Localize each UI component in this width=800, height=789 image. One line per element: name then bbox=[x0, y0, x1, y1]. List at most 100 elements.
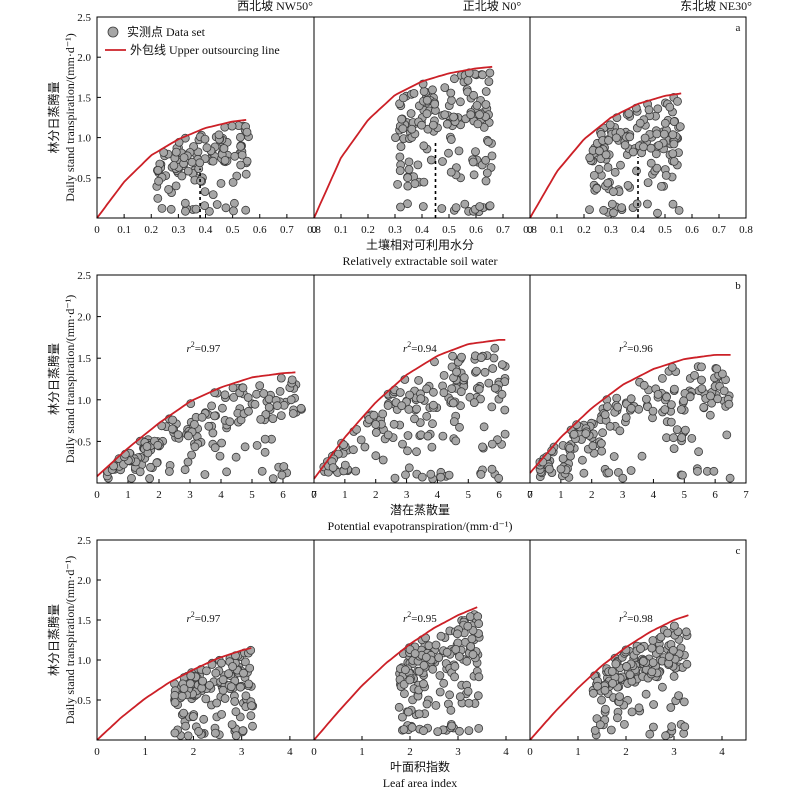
data-point bbox=[497, 389, 507, 399]
data-point bbox=[371, 419, 381, 429]
data-point bbox=[588, 441, 598, 451]
data-point bbox=[340, 460, 350, 470]
y-tick-label: 0.5 bbox=[77, 695, 91, 707]
data-point bbox=[228, 662, 238, 671]
panel-b: 林分日蒸腾量 Daily stand transpiration/(mm·d⁻¹)… bbox=[46, 270, 749, 533]
x-axis-label-en: Leaf area index bbox=[383, 776, 458, 789]
data-point bbox=[669, 117, 679, 126]
data-point bbox=[279, 462, 289, 471]
data-point bbox=[428, 387, 438, 397]
data-point bbox=[229, 198, 239, 208]
data-point bbox=[597, 439, 606, 448]
data-point bbox=[680, 722, 690, 732]
data-point bbox=[395, 166, 405, 176]
data-point bbox=[255, 381, 265, 391]
data-point bbox=[250, 399, 260, 409]
data-point bbox=[460, 199, 470, 209]
x-tick-label: 0.2 bbox=[144, 224, 158, 236]
data-point bbox=[239, 668, 248, 678]
x-axis-label-en: Relatively extractable soil water bbox=[343, 254, 498, 268]
data-point bbox=[395, 388, 405, 397]
x-tick-label: 7 bbox=[743, 489, 749, 501]
data-point bbox=[634, 404, 644, 414]
data-point bbox=[662, 392, 671, 402]
data-point bbox=[697, 362, 706, 372]
data-point bbox=[446, 705, 456, 715]
data-point bbox=[447, 96, 456, 105]
data-point bbox=[200, 187, 210, 197]
data-point bbox=[677, 405, 686, 414]
data-point bbox=[610, 167, 620, 177]
data-point bbox=[693, 466, 702, 476]
data-point bbox=[615, 692, 624, 701]
data-point bbox=[272, 401, 282, 411]
x-tick-label: 5 bbox=[466, 489, 472, 501]
data-point bbox=[616, 160, 625, 170]
data-point bbox=[197, 412, 207, 422]
data-point bbox=[412, 447, 421, 457]
data-point bbox=[697, 384, 707, 394]
data-point bbox=[433, 727, 443, 736]
data-point bbox=[436, 631, 446, 641]
legend-point-marker bbox=[107, 26, 119, 38]
data-point bbox=[648, 658, 658, 667]
data-point bbox=[455, 692, 465, 702]
x-tick-label: 0.2 bbox=[361, 224, 375, 236]
data-point bbox=[590, 726, 600, 735]
data-point bbox=[653, 208, 662, 218]
x-tick-label: 2 bbox=[156, 489, 162, 501]
data-point bbox=[706, 391, 715, 401]
data-point bbox=[286, 395, 296, 405]
data-point bbox=[145, 474, 155, 483]
data-point bbox=[494, 473, 504, 483]
r-squared-label: r2=0.97 bbox=[186, 340, 220, 355]
data-point bbox=[628, 147, 638, 157]
data-point bbox=[407, 124, 417, 134]
data-point bbox=[231, 452, 241, 462]
data-point bbox=[211, 668, 221, 678]
data-point bbox=[603, 402, 612, 412]
data-point bbox=[454, 146, 464, 156]
data-point bbox=[450, 662, 460, 671]
data-point bbox=[240, 442, 250, 452]
data-point bbox=[647, 667, 657, 677]
data-point bbox=[487, 151, 497, 161]
data-point bbox=[452, 367, 462, 377]
data-point bbox=[236, 160, 246, 170]
data-point bbox=[416, 394, 426, 404]
data-point bbox=[565, 443, 575, 453]
r-squared-label: r2=0.94 bbox=[403, 340, 437, 355]
x-tick-label: 0.8 bbox=[523, 224, 537, 236]
x-tick-label: 0 bbox=[94, 224, 100, 236]
data-point bbox=[473, 691, 483, 701]
data-point bbox=[241, 691, 251, 701]
data-point bbox=[348, 445, 358, 455]
data-point bbox=[620, 720, 629, 729]
data-point bbox=[585, 205, 594, 215]
data-point bbox=[275, 386, 285, 396]
data-point bbox=[228, 177, 238, 187]
x-tick-label: 3 bbox=[455, 746, 461, 758]
panel-c: 林分日蒸腾量 Daily stand transpiration/(mm·d⁻¹)… bbox=[46, 535, 747, 789]
data-point bbox=[597, 446, 607, 456]
data-point bbox=[649, 700, 658, 709]
data-point bbox=[484, 77, 494, 86]
r-squared-label: r2=0.97 bbox=[186, 610, 220, 625]
x-tick-label: 0.3 bbox=[604, 224, 618, 236]
data-point bbox=[694, 447, 703, 457]
data-point bbox=[179, 153, 189, 163]
data-point bbox=[467, 634, 477, 644]
data-point bbox=[718, 369, 727, 379]
data-point bbox=[468, 157, 478, 167]
data-point bbox=[665, 102, 675, 112]
data-point bbox=[224, 669, 234, 678]
data-point bbox=[482, 168, 492, 178]
data-point bbox=[699, 402, 709, 412]
data-point bbox=[183, 166, 193, 176]
y-tick-label: 2.5 bbox=[77, 12, 91, 24]
data-point bbox=[414, 375, 424, 385]
x-tick-label: 7 bbox=[311, 489, 317, 501]
data-point bbox=[664, 652, 674, 662]
data-point bbox=[170, 690, 180, 700]
